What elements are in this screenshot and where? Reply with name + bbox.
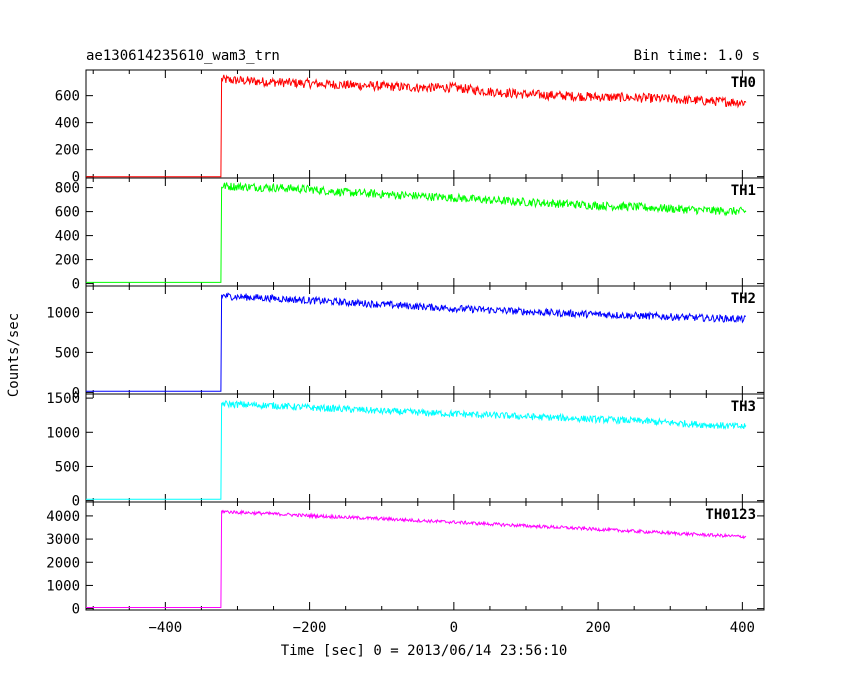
y-tick-label-th0123: 1000 [46, 578, 80, 594]
y-tick-label-th0: 600 [55, 89, 80, 105]
x-tick-label: 0 [450, 620, 458, 636]
y-tick-label-th1: 200 [55, 253, 80, 269]
y-tick-label-th0: 0 [72, 170, 80, 186]
panel-label-th1: TH1 [731, 183, 756, 199]
y-tick-label-th1: 600 [55, 205, 80, 221]
x-tick-label: −200 [293, 620, 327, 636]
y-tick-label-th0: 400 [55, 116, 80, 132]
panel-frame-th3 [85, 393, 765, 503]
panel-frame-th0123 [85, 501, 765, 611]
panels-group: 0 200 400 600 TH0 0 200 400 600 800 TH1 0 500 1000 TH2… [46, 69, 765, 636]
y-tick-label-th3: 1500 [46, 391, 80, 407]
panel-label-th3: TH3 [731, 399, 756, 415]
y-tick-label-th1: 800 [55, 181, 80, 197]
panel-label-th0: TH0 [731, 75, 756, 91]
y-tick-label-th2: 0 [72, 385, 80, 401]
bin-time-label: Bin time: 1.0 s [634, 48, 760, 64]
y-tick-label-th2: 500 [55, 345, 80, 361]
chart-title: ae130614235610_wam3_trn [86, 48, 280, 64]
y-tick-label-th1: 400 [55, 229, 80, 245]
y-tick-label-th0123: 3000 [46, 532, 80, 548]
y-tick-label-th0: 200 [55, 143, 80, 159]
y-tick-label-th1: 0 [72, 277, 80, 293]
x-tick-label: 400 [730, 620, 755, 636]
y-tick-label-th0123: 4000 [46, 509, 80, 525]
x-tick-label: 200 [585, 620, 610, 636]
y-tick-label-th0123: 2000 [46, 555, 80, 571]
x-tick-label: −400 [148, 620, 182, 636]
series-line-th3 [86, 399, 747, 500]
series-line-th2 [86, 292, 747, 392]
series-line-th1 [86, 181, 747, 283]
y-tick-label-th3: 500 [55, 459, 80, 475]
x-axis-label: Time [sec] 0 = 2013/06/14 23:56:10 [281, 643, 568, 659]
series-line-th0123 [86, 509, 747, 608]
panel-frame-th1 [85, 177, 765, 287]
y-tick-label-th3: 1000 [46, 425, 80, 441]
series-line-th0 [86, 74, 747, 178]
y-tick-label-th0123: 0 [72, 602, 80, 618]
y-tick-label-th2: 1000 [46, 305, 80, 321]
panel-frame-th2 [85, 285, 765, 395]
panel-label-th2: TH2 [731, 291, 756, 307]
y-axis-label: Counts/sec [6, 313, 22, 397]
y-tick-label-th3: 0 [72, 494, 80, 510]
panel-label-th0123: TH0123 [705, 507, 756, 523]
